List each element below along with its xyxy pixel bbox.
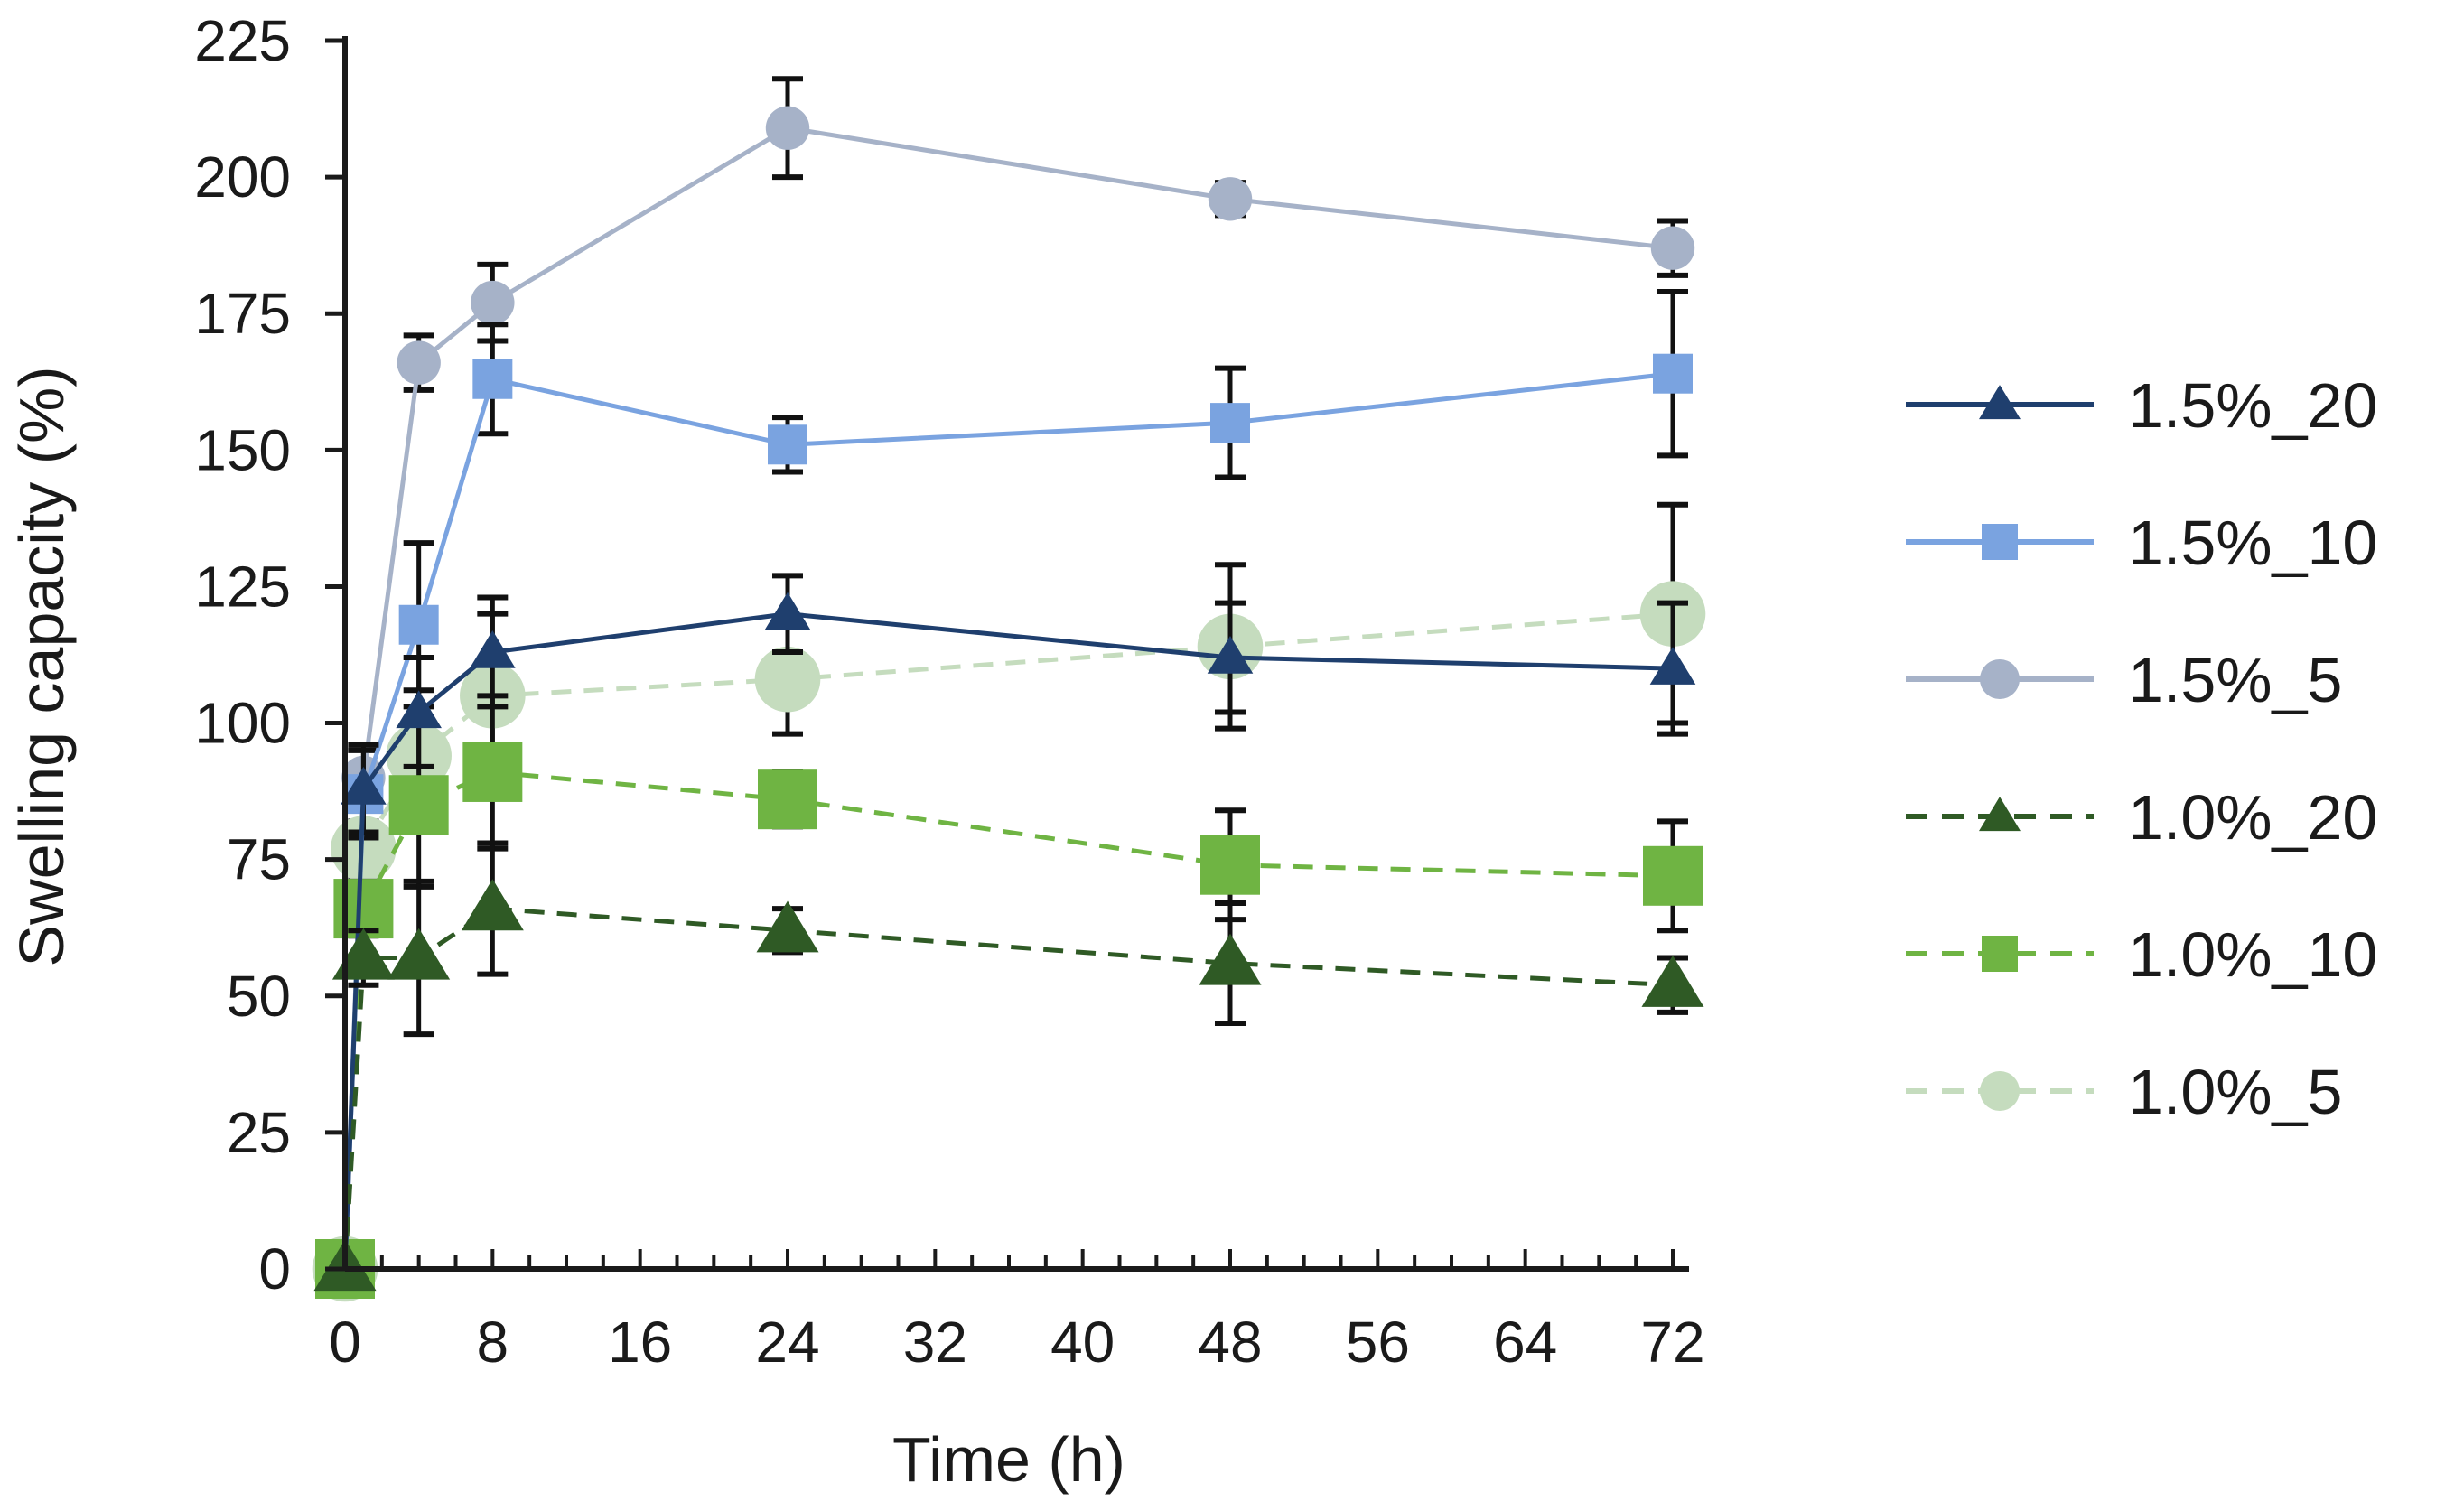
legend-marker	[1980, 1071, 2020, 1111]
legend-item-1.5%_5: 1.5%_5	[1906, 645, 2342, 715]
legend-label: 1.5%_5	[2128, 645, 2342, 715]
data-point	[768, 424, 807, 465]
series-line	[342, 371, 1674, 1270]
data-point	[758, 769, 817, 830]
legend-item-1.5%_20: 1.5%_20	[1906, 370, 2377, 441]
y-tick-label: 100	[194, 691, 291, 756]
legend-marker	[1980, 659, 2020, 699]
series-1.5%_10	[325, 289, 1693, 1289]
legend-marker	[1982, 936, 2018, 972]
x-tick-label: 48	[1198, 1310, 1262, 1375]
legend-item-1.0%_5: 1.0%_5	[1906, 1057, 2342, 1127]
series-1.5%_5	[322, 76, 1695, 1292]
legend-label: 1.0%_20	[2128, 782, 2377, 853]
y-tick-label: 150	[194, 417, 291, 482]
x-tick-label: 16	[608, 1310, 672, 1375]
data-point	[1210, 403, 1250, 443]
data-point	[398, 604, 439, 645]
legend-item-1.0%_10: 1.0%_10	[1906, 919, 2377, 990]
x-tick-label: 0	[329, 1310, 361, 1375]
data-point	[471, 280, 515, 325]
series-1.0%_10	[315, 693, 1703, 1299]
legend-label: 1.0%_10	[2128, 919, 2377, 990]
axes: 0 25 50 75 100 125 150 175 200 225 0 8 16 24 32 40 48 56 6…	[194, 8, 1704, 1375]
x-tick-label: 32	[903, 1310, 967, 1375]
series-line	[342, 611, 1674, 1270]
legend-marker	[1982, 524, 2018, 560]
x-tick-label: 24	[755, 1310, 819, 1375]
data-point	[756, 900, 819, 953]
x-tick-label: 40	[1050, 1310, 1115, 1375]
data-point	[1649, 647, 1696, 685]
data-point	[341, 767, 387, 805]
series-1.0%_20	[313, 840, 1704, 1292]
series-line	[342, 906, 1674, 1270]
x-tick-label: 56	[1346, 1310, 1410, 1375]
y-tick-label: 0	[258, 1236, 291, 1301]
legend-marker	[1979, 385, 2021, 420]
y-tick-label: 225	[194, 8, 291, 73]
y-tick-label: 200	[194, 145, 291, 210]
data-point	[1207, 635, 1254, 674]
data-point	[1199, 933, 1262, 985]
data-point	[765, 106, 810, 150]
series-line	[342, 769, 1674, 1270]
data-point	[472, 359, 513, 399]
y-tick-label: 25	[227, 1100, 291, 1165]
legend-item-1.5%_10: 1.5%_10	[1906, 508, 2377, 578]
y-tick-label: 175	[194, 281, 291, 346]
y-tick-label: 75	[227, 827, 291, 892]
data-point	[388, 775, 449, 835]
legend-label: 1.5%_10	[2128, 508, 2377, 578]
x-axis-title: Time (h)	[892, 1424, 1125, 1495]
y-axis-title: Swelling capacity (%)	[6, 366, 77, 966]
data-point	[396, 690, 442, 729]
data-point	[1650, 226, 1695, 270]
legend-label: 1.0%_5	[2128, 1057, 2342, 1127]
plot-area	[312, 76, 1706, 1302]
x-tick-label: 8	[477, 1310, 509, 1375]
legend-label: 1.5%_20	[2128, 370, 2377, 441]
y-tick-label: 50	[227, 964, 291, 1029]
legend: 1.5%_20 1.5%_10 1.5%_5 1.0%_20 1.0%_10 1.0%_5	[1906, 370, 2377, 1127]
data-point	[1208, 177, 1253, 221]
x-tick-label: 72	[1640, 1310, 1704, 1375]
y-tick-label: 125	[194, 554, 291, 619]
data-point	[1641, 955, 1704, 1007]
data-point	[1643, 845, 1703, 906]
data-point	[461, 879, 524, 931]
series-line	[342, 126, 1674, 1270]
data-point	[462, 742, 523, 802]
data-point	[764, 592, 811, 630]
x-tick-label: 64	[1493, 1310, 1557, 1375]
data-point	[470, 630, 516, 668]
series-1.5%_20	[322, 573, 1696, 1285]
series-1.0%_5	[312, 501, 1706, 1302]
legend-item-1.0%_20: 1.0%_20	[1906, 782, 2377, 853]
data-point	[1653, 353, 1693, 394]
data-point	[1200, 835, 1260, 895]
data-point	[754, 646, 821, 713]
data-point	[331, 928, 395, 980]
legend-marker	[1979, 797, 2021, 832]
data-point	[397, 340, 441, 385]
data-point	[387, 928, 451, 980]
series-line	[342, 611, 1674, 1270]
